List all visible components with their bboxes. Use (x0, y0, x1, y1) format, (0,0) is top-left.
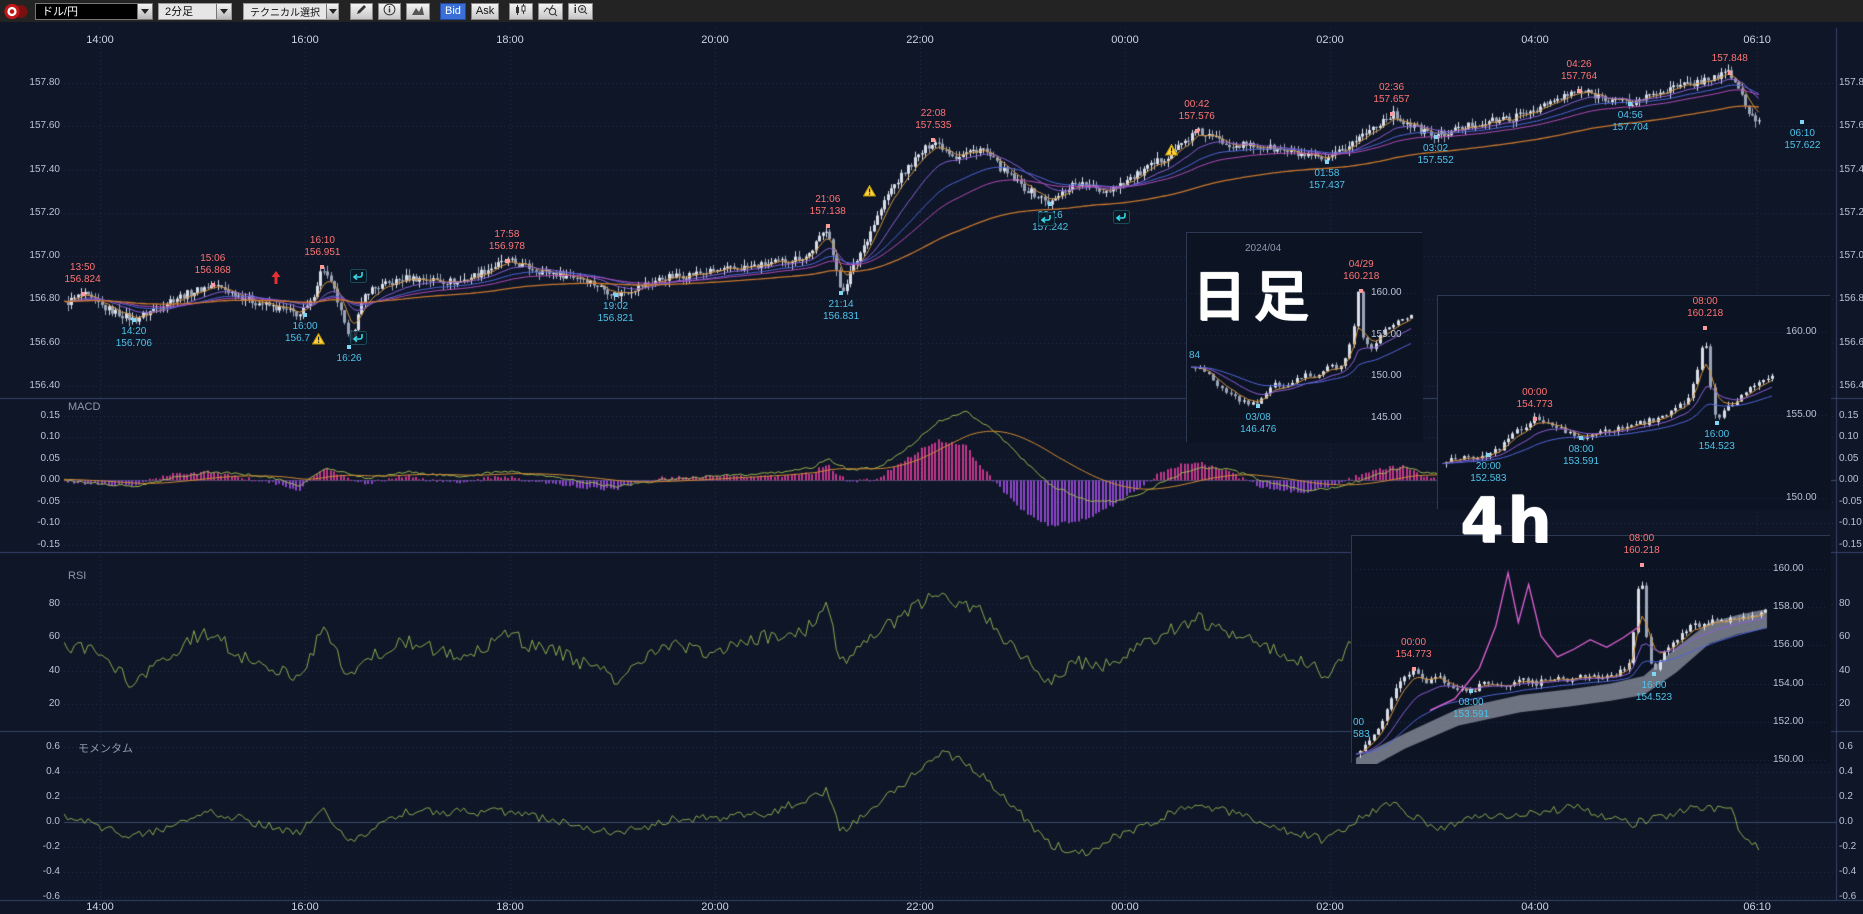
low-annotation: 08:00 153.591 (1431, 697, 1511, 721)
annotation-price: 153.591 (1453, 709, 1490, 721)
bid-button[interactable]: Bid (440, 2, 466, 20)
annotation-price: 160.218 (1343, 271, 1380, 283)
price-axis-label: 160.00 (1773, 563, 1804, 574)
annotation-price: 154.523 (1698, 440, 1735, 452)
price-axis-label: 160.00 (1371, 287, 1402, 298)
price-axis-label: 150.00 (1371, 370, 1402, 382)
mid-chart-inset[interactable]: 160.00 155.00 150.00 08:00 160.218 00:00 154.7… (1437, 295, 1831, 510)
draw-tool-button[interactable] (350, 2, 373, 20)
price-marker (1486, 453, 1491, 458)
clipped-label-fragment: 583 (1353, 729, 1370, 740)
price-marker (1469, 689, 1474, 694)
price-axis-label: 155.00 (1371, 328, 1402, 340)
price-marker (1714, 420, 1719, 425)
price-axis-label: 150.00 (1786, 492, 1817, 503)
price-marker (1411, 666, 1416, 671)
price-marker (1639, 562, 1644, 567)
app-logo-icon (4, 3, 30, 20)
low-annotation: 16:00 154.523 (1677, 429, 1757, 453)
price-axis-label: 155.00 (1786, 409, 1817, 420)
mountain-chart-icon (411, 4, 425, 19)
technical-dropdown-icon[interactable] (326, 3, 338, 19)
handwritten-4h-label: 4h (1460, 484, 1556, 557)
handwritten-daily-label: 日足 (1192, 265, 1316, 328)
annotation-price: 154.773 (1516, 398, 1553, 410)
high-annotation: 00:00 154.773 (1374, 637, 1454, 661)
info-icon (383, 3, 396, 19)
annotation-time: 16:00 (1641, 679, 1667, 691)
ask-label: Ask (475, 5, 495, 17)
price-axis-label: 150.00 (1773, 754, 1804, 765)
price-axis-label: 158.00 (1773, 601, 1804, 613)
high-annotation: 00:00 154.773 (1495, 387, 1575, 411)
annotation-time: 08:00 (1629, 532, 1655, 544)
currency-pair-select[interactable]: ドル/円 (35, 2, 153, 20)
price-marker (1651, 671, 1656, 676)
annotation-time: 00:00 (1401, 636, 1427, 648)
price-marker (1579, 436, 1584, 441)
annotation-time: 04/29 (1348, 259, 1374, 271)
info-button[interactable] (378, 2, 401, 20)
high-annotation: 08:00 160.218 (1602, 533, 1682, 557)
pencil-icon (355, 3, 368, 19)
price-axis-label: 152.00 (1773, 715, 1804, 727)
annotation-time: 08:00 (1458, 697, 1484, 709)
price-axis-label: 160.00 (1786, 326, 1817, 337)
annotation-time: 08:00 (1568, 444, 1594, 456)
annotation-price: 160.218 (1687, 308, 1724, 320)
price-marker (1256, 403, 1261, 408)
technical-select-label: テクニカル選択 (250, 7, 320, 19)
low-annotation: 08:00 153.591 (1541, 444, 1621, 468)
price-marker (1532, 416, 1537, 421)
zoom-chart-icon (543, 3, 558, 20)
annotation-time: 16:00 (1704, 428, 1730, 440)
annotation-price: 153.591 (1562, 456, 1600, 468)
currency-pair-value: ドル/円 (42, 6, 79, 18)
price-axis-label: 145.00 (1371, 411, 1402, 423)
annotation-price: 146.476 (1240, 423, 1277, 435)
clipped-label-fragment: 84 (1189, 350, 1201, 361)
low-annotation: 20:00 152.583 (1448, 461, 1528, 485)
annotation-price: 154.523 (1635, 691, 1673, 703)
currency-pair-dropdown-icon[interactable] (137, 3, 152, 19)
timeframe-value: 2分足 (165, 6, 194, 18)
high-annotation: 04/29 160.218 (1321, 259, 1401, 283)
price-marker (1703, 326, 1708, 331)
price-marker (1359, 289, 1364, 294)
annotation-price: 152.583 (1470, 473, 1507, 485)
zoom-info-button[interactable] (568, 2, 594, 20)
annotation-time: 08:00 (1692, 296, 1718, 308)
clipped-label-fragment: 00 (1353, 717, 1365, 728)
zoom-info-icon (573, 3, 588, 20)
high-annotation: 08:00 160.218 (1665, 296, 1745, 320)
toolbar: ドル/円 2分足 テクニカル選択 Bid Ask (0, 0, 1863, 22)
annotation-time: 00:00 (1522, 386, 1548, 398)
inset-date-label: 2024/04 (1245, 243, 1282, 254)
mountain-chart-button[interactable] (406, 2, 430, 20)
low-annotation: 03/08 146.476 (1218, 412, 1298, 436)
annotation-time: 03/08 (1245, 411, 1271, 423)
technical-select[interactable]: テクニカル選択 (243, 2, 339, 20)
candlestick-chart-icon (514, 3, 528, 19)
annotation-price: 160.218 (1623, 544, 1660, 556)
annotation-time: 20:00 (1475, 461, 1501, 473)
price-axis-label: 156.00 (1773, 639, 1804, 651)
timeframe-select[interactable]: 2分足 (158, 2, 232, 20)
4h-chart-inset[interactable]: 160.00 158.00 156.00 154.00 152.00 150.00 00:0… (1351, 533, 1831, 765)
mid-chart-canvas[interactable] (1438, 296, 1831, 510)
price-axis-label: 154.00 (1773, 677, 1804, 689)
4h-chart-canvas[interactable] (1352, 536, 1831, 764)
daily-chart-inset[interactable]: 160.00 155.00 150.00 145.00 04/29 160.218 03/0… (1186, 232, 1423, 443)
candlestick-chart-button[interactable] (509, 2, 534, 20)
annotation-price: 154.773 (1395, 648, 1432, 660)
ask-button[interactable]: Ask (470, 2, 500, 20)
timeframe-dropdown-icon[interactable] (216, 3, 231, 19)
bid-label: Bid (445, 5, 461, 17)
daily-chart-canvas[interactable] (1187, 233, 1423, 443)
zoom-chart-button[interactable] (538, 2, 564, 20)
low-annotation: 16:00 154.523 (1614, 680, 1694, 704)
